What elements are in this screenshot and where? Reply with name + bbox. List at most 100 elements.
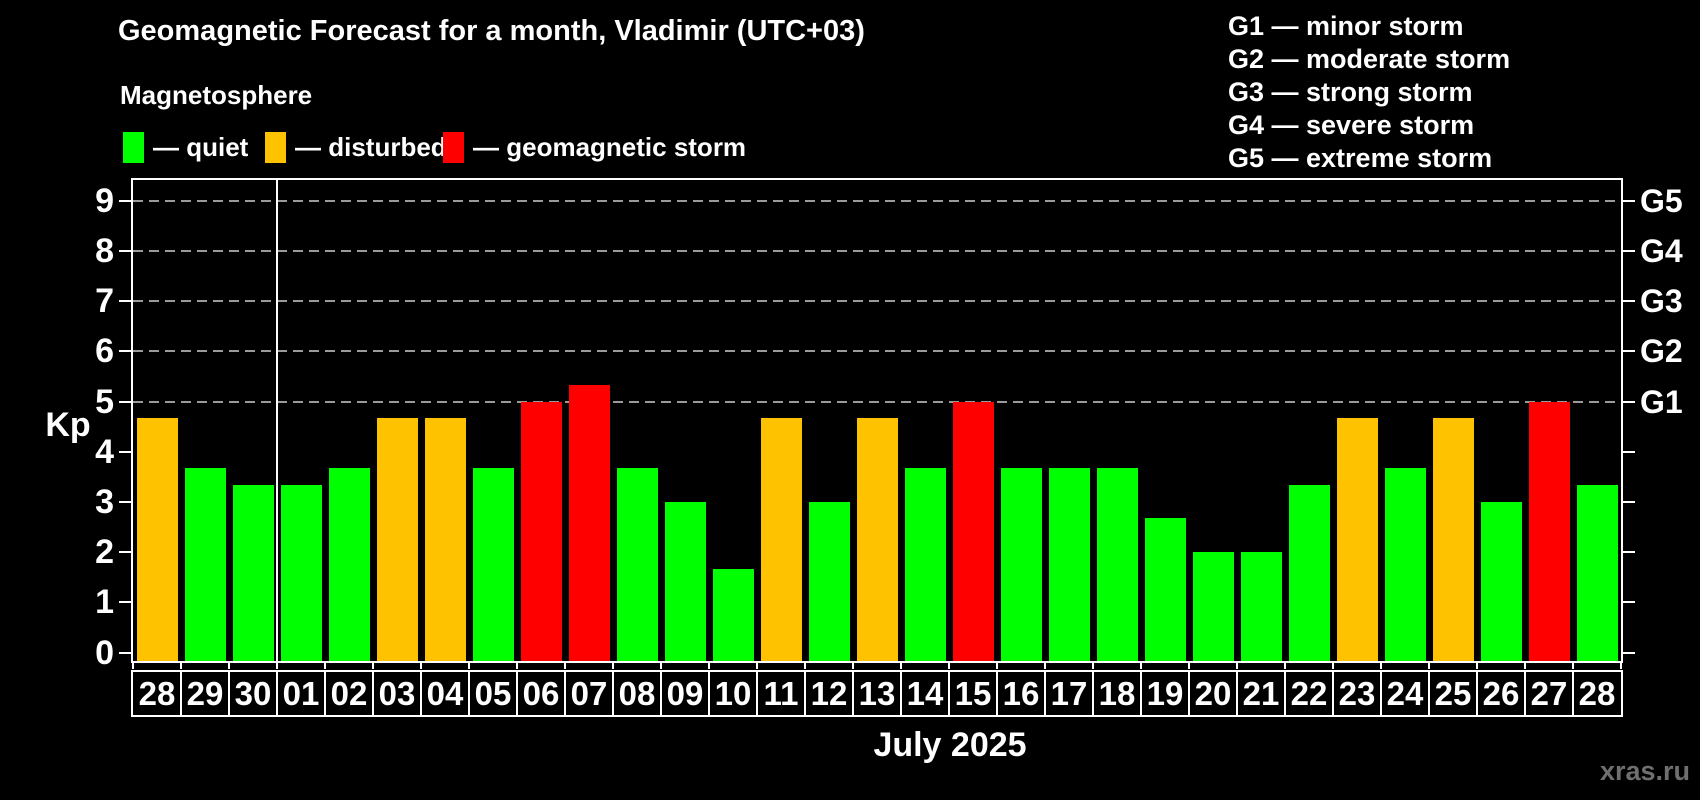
day-label-07-july: 07 <box>570 675 608 712</box>
day-label-21-july: 21 <box>1242 675 1280 712</box>
y-tick-label: 9 <box>95 181 114 220</box>
day-label-06-july: 06 <box>522 675 560 712</box>
g-level-label: G3 <box>1640 283 1683 320</box>
day-label-17-july: 17 <box>1050 675 1088 712</box>
y-tick-label: 0 <box>95 633 114 672</box>
y-tick <box>119 601 133 604</box>
day-cell-divider <box>1188 672 1190 715</box>
g-legend-item: G3 — strong storm <box>1228 77 1473 107</box>
day-label-20-july: 20 <box>1194 675 1232 712</box>
right-tick <box>1623 249 1635 252</box>
day-label-03-july: 03 <box>378 675 416 712</box>
bar-day-16 <box>1000 468 1042 661</box>
y-tick <box>119 300 133 303</box>
watermark: xras.ru <box>1599 756 1690 786</box>
bar-day-01 <box>280 485 322 661</box>
day-label-26-july: 26 <box>1482 675 1520 712</box>
bar-day-12 <box>808 501 850 661</box>
day-cell-divider <box>612 672 614 715</box>
day-label-19-july: 19 <box>1146 675 1184 712</box>
legend-item-storm: — geomagnetic storm <box>443 131 746 163</box>
day-label-16-july: 16 <box>1002 675 1040 712</box>
bar-day-28 <box>136 418 178 661</box>
legend-item-disturbed: — disturbed <box>265 131 447 163</box>
x-tick <box>132 661 134 669</box>
day-label-23-july: 23 <box>1338 675 1376 712</box>
quiet-color-swatch <box>123 131 144 163</box>
day-label-27-july: 27 <box>1530 675 1568 712</box>
day-label-01-july: 01 <box>282 675 320 712</box>
x-tick <box>1476 661 1478 669</box>
day-label-02-july: 02 <box>330 675 368 712</box>
day-cell-divider <box>468 672 470 715</box>
x-tick <box>1284 661 1286 669</box>
x-tick <box>948 661 950 669</box>
x-tick <box>228 661 230 669</box>
day-label-09-july: 09 <box>666 675 704 712</box>
x-tick <box>660 661 662 669</box>
day-cell-divider <box>660 672 662 715</box>
bar-day-08 <box>616 468 658 661</box>
legend-item-quiet: — quiet <box>123 131 248 163</box>
y-tick-label: 4 <box>95 432 114 471</box>
x-tick <box>420 661 422 669</box>
x-tick <box>372 661 374 669</box>
day-cell-divider <box>324 672 326 715</box>
day-cell-divider <box>1380 672 1382 715</box>
bar-day-17 <box>1048 468 1090 661</box>
bar-day-29 <box>184 468 226 661</box>
plot-frame <box>131 178 1623 663</box>
g-level-label: G5 <box>1640 182 1683 219</box>
bar-day-06 <box>520 401 562 661</box>
x-tick <box>1620 661 1622 669</box>
day-cell-divider <box>1092 672 1094 715</box>
bar-day-25 <box>1432 418 1474 661</box>
chart-title: Geomagnetic Forecast for a month, Vladim… <box>118 15 865 47</box>
y-tick <box>119 551 133 554</box>
day-label-14-july: 14 <box>906 675 944 712</box>
right-tick <box>1623 500 1635 503</box>
right-tick <box>1623 300 1635 303</box>
g-level-label: G1 <box>1640 383 1683 420</box>
day-label-25-july: 25 <box>1434 675 1472 712</box>
legend-label-quiet: — quiet <box>153 131 249 162</box>
bar-day-30 <box>232 485 274 661</box>
day-cell-divider <box>1428 672 1430 715</box>
day-label-28-july: 28 <box>1578 675 1616 712</box>
g-legend-item: G2 — moderate storm <box>1228 44 1511 74</box>
bar-day-26 <box>1480 501 1522 661</box>
day-label-13-july: 13 <box>858 675 896 712</box>
day-label-18-july: 18 <box>1098 675 1136 712</box>
bar-day-21 <box>1240 552 1282 661</box>
g-legend-item: G4 — severe storm <box>1228 110 1475 140</box>
x-tick <box>276 661 278 669</box>
day-cell-divider <box>948 672 950 715</box>
bar-day-24 <box>1384 468 1426 661</box>
day-cell-divider <box>1476 672 1478 715</box>
x-tick <box>900 661 902 669</box>
x-tick <box>708 661 710 669</box>
day-cell-divider <box>228 672 230 715</box>
day-label-04-july: 04 <box>426 675 464 712</box>
x-tick <box>1044 661 1046 669</box>
day-cell-divider <box>372 672 374 715</box>
gridline-kp-6 <box>133 350 1621 353</box>
right-tick <box>1623 601 1635 604</box>
bar-day-11 <box>760 418 802 661</box>
magnetosphere-label: Magnetosphere <box>120 80 313 110</box>
y-tick <box>119 199 133 202</box>
x-tick <box>516 661 518 669</box>
bar-day-23 <box>1336 418 1378 661</box>
day-label-12-july: 12 <box>810 675 848 712</box>
bar-day-14 <box>904 468 946 661</box>
y-tick-label: 1 <box>95 583 114 622</box>
day-cell-divider <box>852 672 854 715</box>
day-cell-divider <box>708 672 710 715</box>
day-cell-divider <box>996 672 998 715</box>
day-cell-divider <box>1236 672 1238 715</box>
g-legend-item: G1 — minor storm <box>1228 11 1464 41</box>
x-tick <box>612 661 614 669</box>
x-tick <box>1092 661 1094 669</box>
bar-day-27 <box>1528 401 1570 661</box>
y-tick <box>119 450 133 453</box>
